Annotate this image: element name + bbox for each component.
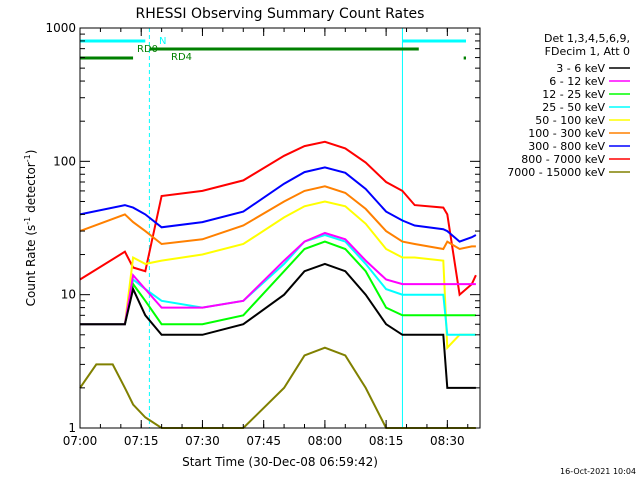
series-7000-15000-kev [79, 346, 476, 429]
legend-label: 6 - 12 keV [549, 75, 605, 88]
x-tick-label: 08:15 [369, 434, 404, 448]
series-3-6-kev [80, 262, 476, 389]
x-tick-label: 07:00 [63, 434, 98, 448]
rd0-annotation: RD0 [137, 44, 158, 55]
series-800-7000-kev [79, 140, 477, 297]
y-axis-label-exp2: -1 [23, 154, 32, 162]
series-100-300-kev [79, 185, 476, 251]
y-axis-label-part3: ) [24, 150, 38, 155]
plot-frame [79, 27, 481, 429]
n-annotation: N [159, 36, 166, 47]
x-axis-label: Start Time (30-Dec-08 06:59:42) [182, 455, 378, 469]
legend-label: 300 - 800 keV [528, 140, 605, 153]
x-tick-label: 07:15 [124, 434, 159, 448]
series-50-100-kev [80, 200, 476, 351]
series-300-800-kev [79, 166, 477, 243]
legend-label: 12 - 25 keV [542, 88, 605, 101]
y-axis-label-part2: detector [24, 162, 38, 217]
y-axis-label-part1: Count Rate (s [24, 225, 38, 307]
legend-label: 50 - 100 keV [535, 114, 605, 127]
legend: Det 1,3,4,5,6,9, FDecim 1, Att 0 3 - 6 k… [507, 32, 630, 179]
legend-header-line2: FDecim 1, Att 0 [545, 45, 630, 58]
x-tick-label: 07:45 [246, 434, 281, 448]
legend-label: 800 - 7000 keV [521, 153, 605, 166]
x-tick-label: 07:30 [185, 434, 220, 448]
chart-title: RHESSI Observing Summary Count Rates [136, 6, 425, 22]
x-tick-label: 08:00 [308, 434, 343, 448]
series-12-25-kev [80, 240, 476, 326]
plot-area [79, 28, 481, 429]
axis-ticks: 07:00 07:15 07:30 07:45 08:00 08:15 08:30 1 10 10… [45, 21, 480, 448]
rd4-annotation: RD4 [171, 52, 192, 63]
date-stamp: 16-Oct-2021 10:04 [560, 467, 636, 476]
y-tick-label: 100 [53, 154, 76, 168]
legend-header-line1: Det 1,3,4,5,6,9, [544, 32, 630, 45]
x-tick-label: 08:30 [430, 434, 465, 448]
y-axis-label: Count Rate (s-1 detector-1) [23, 150, 38, 307]
y-tick-label: 10 [61, 288, 76, 302]
y-tick-label: 1 [68, 421, 76, 435]
series-6-12-kev [80, 231, 476, 326]
legend-label: 7000 - 15000 keV [507, 166, 605, 179]
legend-label: 100 - 300 keV [528, 127, 605, 140]
y-axis-label-exp1: -1 [23, 217, 32, 225]
y-tick-label: 1000 [45, 21, 76, 35]
legend-label: 3 - 6 keV [556, 62, 605, 75]
legend-label: 25 - 50 keV [542, 101, 605, 114]
